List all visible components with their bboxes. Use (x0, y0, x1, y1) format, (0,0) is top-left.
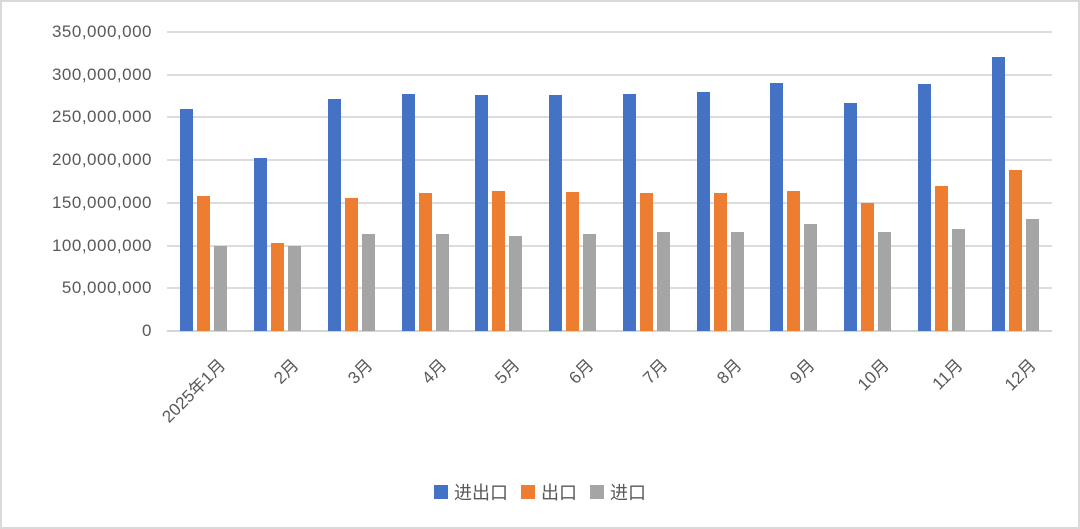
x-tick-label: 3月 (344, 355, 377, 388)
legend-label: 进口 (610, 483, 646, 503)
gridline (167, 287, 1052, 290)
bar-出口-7月 (639, 193, 653, 331)
bar-进出口-9月 (770, 83, 784, 331)
bar-进口-12月 (1025, 219, 1039, 331)
legend-label: 出口 (541, 483, 577, 503)
bar-出口-2月 (271, 243, 285, 331)
legend-item-进口: 进口 (590, 479, 646, 505)
x-tick-label: 2025年1月 (157, 355, 229, 427)
bar-进出口-5月 (475, 95, 489, 331)
bar-出口-12月 (1008, 169, 1022, 331)
chart-legend: 进出口 出口 进口 (2, 479, 1078, 505)
bar-出口-11月 (934, 185, 948, 331)
x-tick-label: 2月 (270, 355, 303, 388)
legend-item-进出口: 进出口 (434, 479, 508, 505)
legend-swatch-icon (590, 485, 604, 499)
y-tick-label: 250,000,000 (51, 107, 152, 127)
y-tick-label: 300,000,000 (51, 64, 152, 84)
bar-进口-5月 (509, 236, 523, 331)
bar-进出口-2月 (254, 157, 268, 331)
x-tick-label: 12月 (1001, 355, 1041, 395)
legend-item-出口: 出口 (521, 479, 577, 505)
bar-进出口-2025年1月 (180, 108, 194, 331)
y-tick-label: 100,000,000 (51, 235, 152, 255)
gridline (167, 201, 1052, 204)
bar-进口-10月 (878, 231, 892, 331)
bar-出口-4月 (418, 192, 432, 331)
bar-进口-4月 (435, 233, 449, 331)
bar-出口-8月 (713, 192, 727, 331)
bar-进出口-4月 (401, 94, 415, 331)
x-tick-label: 6月 (565, 355, 598, 388)
bar-进口-6月 (583, 234, 597, 331)
bar-出口-6月 (566, 191, 580, 331)
gridline (167, 73, 1052, 76)
y-tick-label: 200,000,000 (51, 150, 152, 170)
y-tick-label: 0 (142, 321, 152, 340)
bar-进口-2025年1月 (214, 245, 228, 331)
x-tick-label: 7月 (639, 355, 672, 388)
bar-进出口-11月 (917, 84, 931, 331)
gridline (167, 244, 1052, 247)
bar-进出口-8月 (696, 91, 710, 331)
bar-出口-5月 (492, 190, 506, 331)
legend-swatch-icon (521, 485, 535, 499)
bar-进口-7月 (656, 231, 670, 331)
bar-进口-3月 (361, 233, 375, 331)
y-tick-label: 50,000,000 (61, 278, 152, 298)
bar-进口-8月 (730, 231, 744, 331)
bar-出口-3月 (344, 197, 358, 331)
x-tick-label: 9月 (786, 355, 819, 388)
bar-进出口-10月 (844, 102, 858, 331)
gridline (167, 116, 1052, 119)
x-tick-label: 11月 (928, 355, 967, 394)
y-tick-label: 150,000,000 (51, 192, 152, 212)
bar-进口-2月 (288, 246, 302, 331)
x-axis-line (167, 330, 1052, 332)
x-tick-label: 10月 (853, 355, 893, 395)
bar-进口-11月 (951, 229, 965, 331)
bar-进出口-6月 (549, 95, 563, 331)
x-tick-label: 4月 (417, 355, 451, 388)
gridline (167, 159, 1052, 162)
bar-进出口-7月 (622, 94, 636, 331)
legend-label: 进出口 (454, 483, 508, 503)
bar-出口-9月 (787, 190, 801, 331)
bar-进口-9月 (804, 224, 818, 331)
bar-进出口-3月 (327, 99, 341, 331)
x-tick-label: 8月 (712, 355, 746, 388)
y-tick-label: 350,000,000 (51, 22, 152, 41)
x-tick-label: 5月 (491, 355, 524, 388)
bar-出口-10月 (861, 202, 875, 331)
bar-出口-2025年1月 (197, 196, 211, 331)
legend-swatch-icon (434, 485, 448, 499)
gridline (167, 31, 1052, 33)
bar-进出口-12月 (991, 56, 1005, 331)
